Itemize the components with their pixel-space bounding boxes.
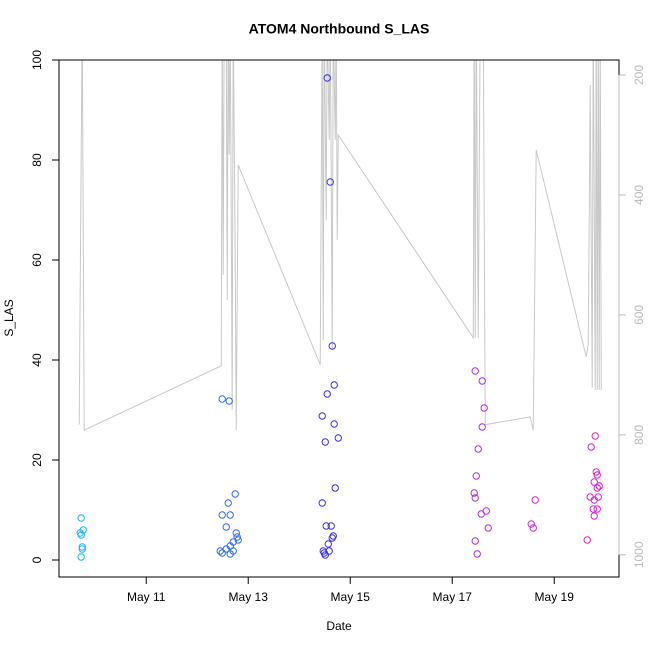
point <box>330 420 338 428</box>
y-tick-label: 40 <box>30 353 44 367</box>
point <box>473 550 481 558</box>
point <box>325 547 333 555</box>
point <box>318 412 326 420</box>
point <box>593 471 601 479</box>
point <box>583 536 591 544</box>
point <box>231 490 239 498</box>
x-tick-label: May 13 <box>229 590 269 604</box>
point <box>484 524 492 532</box>
x-axis-label: Date <box>326 619 352 633</box>
point <box>590 478 598 486</box>
point <box>589 505 597 513</box>
point <box>233 533 241 541</box>
y-tick-label: 0 <box>30 556 44 563</box>
point <box>328 342 336 350</box>
point <box>471 494 479 502</box>
point <box>78 545 86 553</box>
x-tick-label: May 11 <box>127 590 166 604</box>
point <box>474 445 482 453</box>
point <box>593 505 601 513</box>
point <box>232 529 240 537</box>
point <box>587 443 595 451</box>
chart-title: ATOM4 Northbound S_LAS <box>249 21 430 37</box>
point <box>218 395 226 403</box>
x-tick-label: May 17 <box>433 590 473 604</box>
depth-line <box>78 60 602 431</box>
point <box>590 496 598 504</box>
point <box>216 547 224 555</box>
point <box>531 496 539 504</box>
point <box>334 434 342 442</box>
point <box>593 484 601 492</box>
point <box>331 484 339 492</box>
point <box>218 549 226 557</box>
point <box>480 404 488 412</box>
point <box>477 510 485 518</box>
point <box>77 553 85 561</box>
point <box>330 381 338 389</box>
point <box>471 537 479 545</box>
y-tick-label: 20 <box>30 453 44 467</box>
point <box>234 536 242 544</box>
y-axis-label: S_LAS <box>2 299 16 336</box>
point <box>78 543 86 551</box>
point <box>224 499 232 507</box>
y2-tick-label: 800 <box>632 425 646 445</box>
point <box>327 522 335 530</box>
point <box>478 377 486 385</box>
point <box>318 499 326 507</box>
y-tick-label: 60 <box>30 253 44 267</box>
point <box>77 531 85 539</box>
point <box>527 520 535 528</box>
point <box>470 489 478 497</box>
point <box>218 511 226 519</box>
point <box>328 534 336 542</box>
point <box>326 178 334 186</box>
point <box>226 511 234 519</box>
point <box>478 423 486 431</box>
point <box>320 549 328 557</box>
y-tick-label: 100 <box>30 50 44 70</box>
point <box>323 74 331 82</box>
x-tick-label: May 15 <box>331 590 371 604</box>
point <box>322 522 330 530</box>
y2-tick-label: 200 <box>632 65 646 85</box>
point <box>229 547 237 555</box>
y2-tick-label: 600 <box>632 305 646 325</box>
point <box>529 524 537 532</box>
point <box>591 432 599 440</box>
y-tick-label: 80 <box>30 153 44 167</box>
point <box>225 397 233 405</box>
point <box>472 472 480 480</box>
point <box>323 390 331 398</box>
point <box>592 468 600 476</box>
point <box>590 512 598 520</box>
point <box>222 523 230 531</box>
line-layer <box>78 60 602 431</box>
y2-tick-label: 1000 <box>632 541 646 568</box>
x-tick-label: May 19 <box>535 590 575 604</box>
point <box>77 514 85 522</box>
point <box>595 482 603 490</box>
y2-tick-label: 400 <box>632 185 646 205</box>
point <box>471 367 479 375</box>
point <box>321 438 329 446</box>
point <box>324 540 332 548</box>
